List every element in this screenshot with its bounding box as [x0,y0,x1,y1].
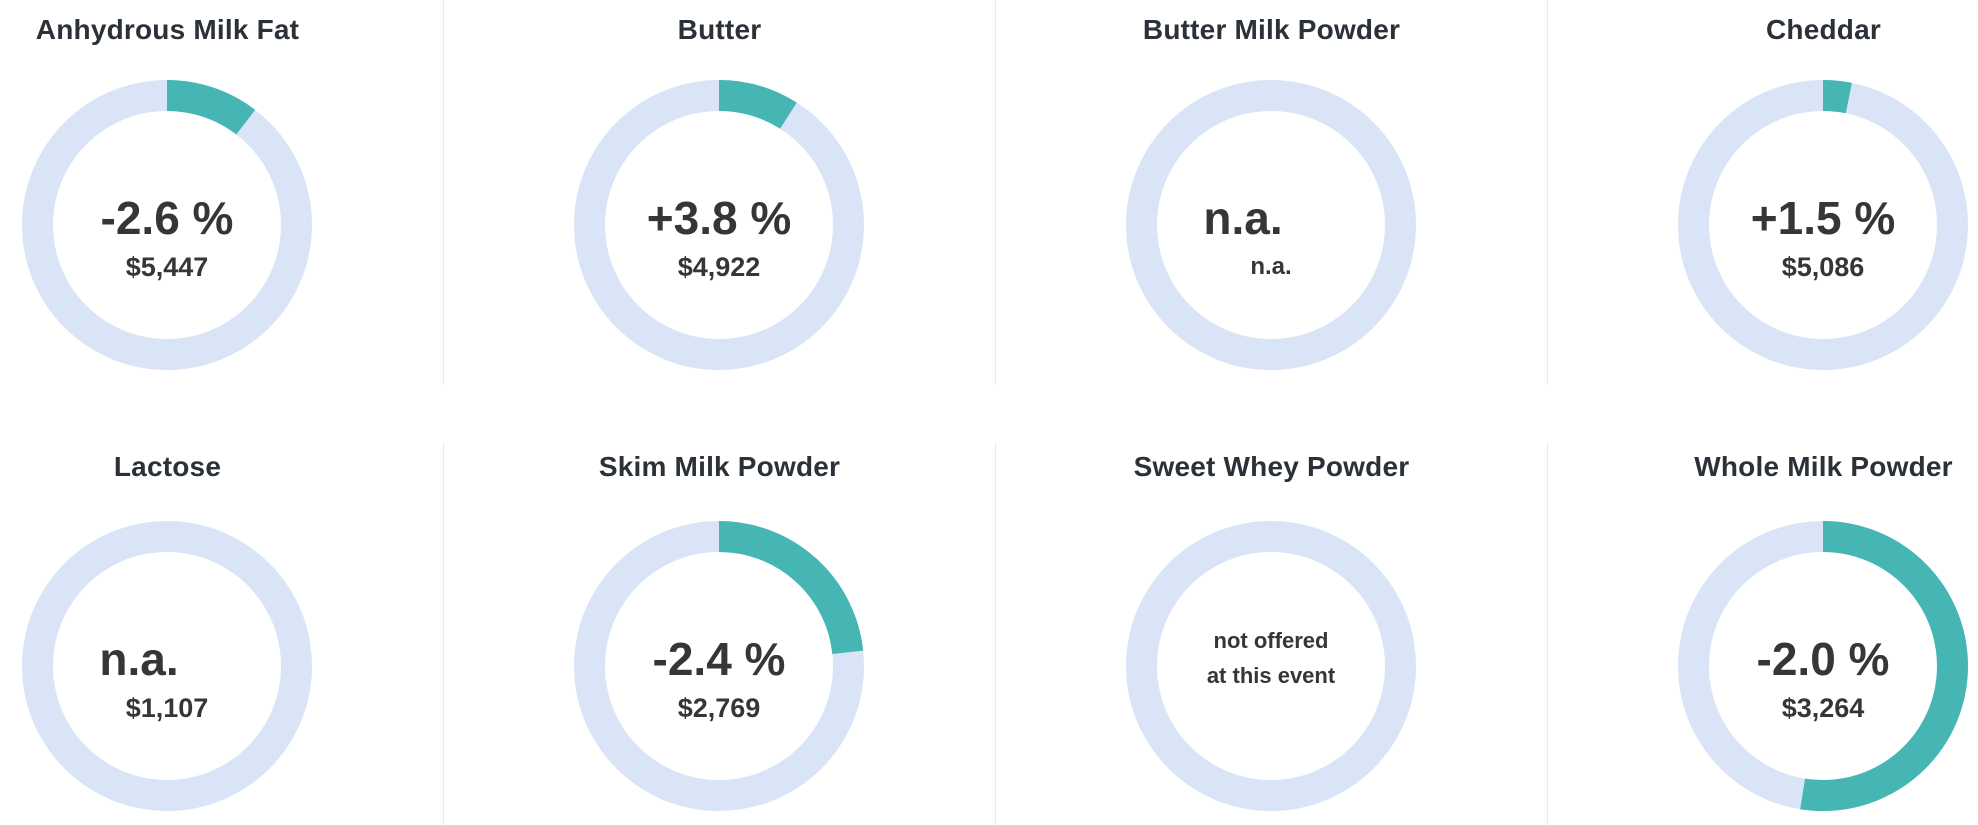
price-change-value: -2.0 % [1756,633,1890,685]
price-change-value: n.a. [99,633,179,685]
donut-chart: -2.4 % $2,769 [569,516,869,816]
donut-chart: n.a. n.a. [1121,75,1421,375]
price-change-value: -2.6 % [100,192,234,244]
average-price: $2,769 [677,693,761,723]
product-card-whole-milk-powder: Whole Milk Powder -2.0 % $3,264 [1548,443,1978,825]
product-card-skim-milk-powder: Skim Milk Powder -2.4 % $2,769 [444,443,996,825]
donut-center-text: -2.4 % $2,769 [569,529,869,825]
products-row-2: Lactose n.a. $1,107 Skim Milk Powder [0,443,1978,825]
price-change-value: n.a. [1203,192,1283,244]
products-row-1: Anhydrous Milk Fat -2.6 % $5,447 Butter [0,0,1978,385]
donut-chart: not offered at this event [1121,516,1421,816]
donut-arc [22,80,312,370]
average-price: $5,086 [1781,252,1865,282]
donut-ring [1126,80,1416,370]
product-title: Cheddar [1766,14,1881,45]
price-change-value: +1.5 % [1750,192,1896,244]
average-price: $5,447 [125,252,209,282]
donut-chart: -2.6 % $5,447 [17,75,317,375]
donut-center-text: n.a. n.a. [1121,88,1421,385]
donut-chart: +1.5 % $5,086 [1673,75,1973,375]
donut-ring [574,521,864,811]
donut-chart: -2.0 % $3,264 [1673,516,1973,816]
not-offered-note-line-1: not offered [1213,628,1329,653]
donut-track [22,521,312,811]
product-title: Sweet Whey Powder [1133,451,1410,482]
donut-arc [1678,521,1968,811]
product-title: Whole Milk Powder [1694,451,1953,482]
donut-ring [22,80,312,370]
donut-track [1126,80,1416,370]
donut-center-text: not offered at this event [1121,508,1421,808]
donut-center-text: -2.0 % $3,264 [1673,529,1973,825]
product-card-cheddar: Cheddar +1.5 % $5,086 [1548,0,1978,385]
donut-ring [22,521,312,811]
donut-ring [1678,80,1968,370]
donut-arc [1678,80,1968,370]
product-title: Skim Milk Powder [598,451,841,482]
price-change-value: -2.4 % [652,633,786,685]
product-card-sweet-whey-powder: Sweet Whey Powder not offered at this ev… [996,443,1548,825]
product-title: Lactose [113,451,222,482]
donut-ring [1678,521,1968,811]
donut-chart: n.a. $1,107 [17,516,317,816]
average-price: $4,922 [677,252,761,282]
product-title: Butter Milk Powder [1142,14,1401,45]
average-price: n.a. [1250,253,1292,280]
product-card-butter: Butter +3.8 % $4,922 [444,0,996,385]
donut-ring [574,80,864,370]
donut-ring [1126,521,1416,811]
donut-center-text: -2.6 % $5,447 [17,88,317,385]
average-price: $1,107 [125,693,209,723]
donut-center-text: +1.5 % $5,086 [1673,88,1973,385]
donut-arc [574,521,864,811]
product-card-butter-milk-powder: Butter Milk Powder n.a. n.a. [996,0,1548,385]
donut-arc [574,80,864,370]
average-price: $3,264 [1781,693,1865,723]
product-card-anhydrous-milk-fat: Anhydrous Milk Fat -2.6 % $5,447 [0,0,444,385]
donut-center-text: +3.8 % $4,922 [569,88,869,385]
price-change-value: +3.8 % [646,192,792,244]
product-card-lactose: Lactose n.a. $1,107 [0,443,444,825]
donut-chart: +3.8 % $4,922 [569,75,869,375]
donut-center-text: n.a. $1,107 [17,529,317,825]
product-title: Anhydrous Milk Fat [35,14,300,45]
product-title: Butter [677,14,762,45]
not-offered-note-line-2: at this event [1206,663,1336,688]
donut-track [1126,521,1416,811]
